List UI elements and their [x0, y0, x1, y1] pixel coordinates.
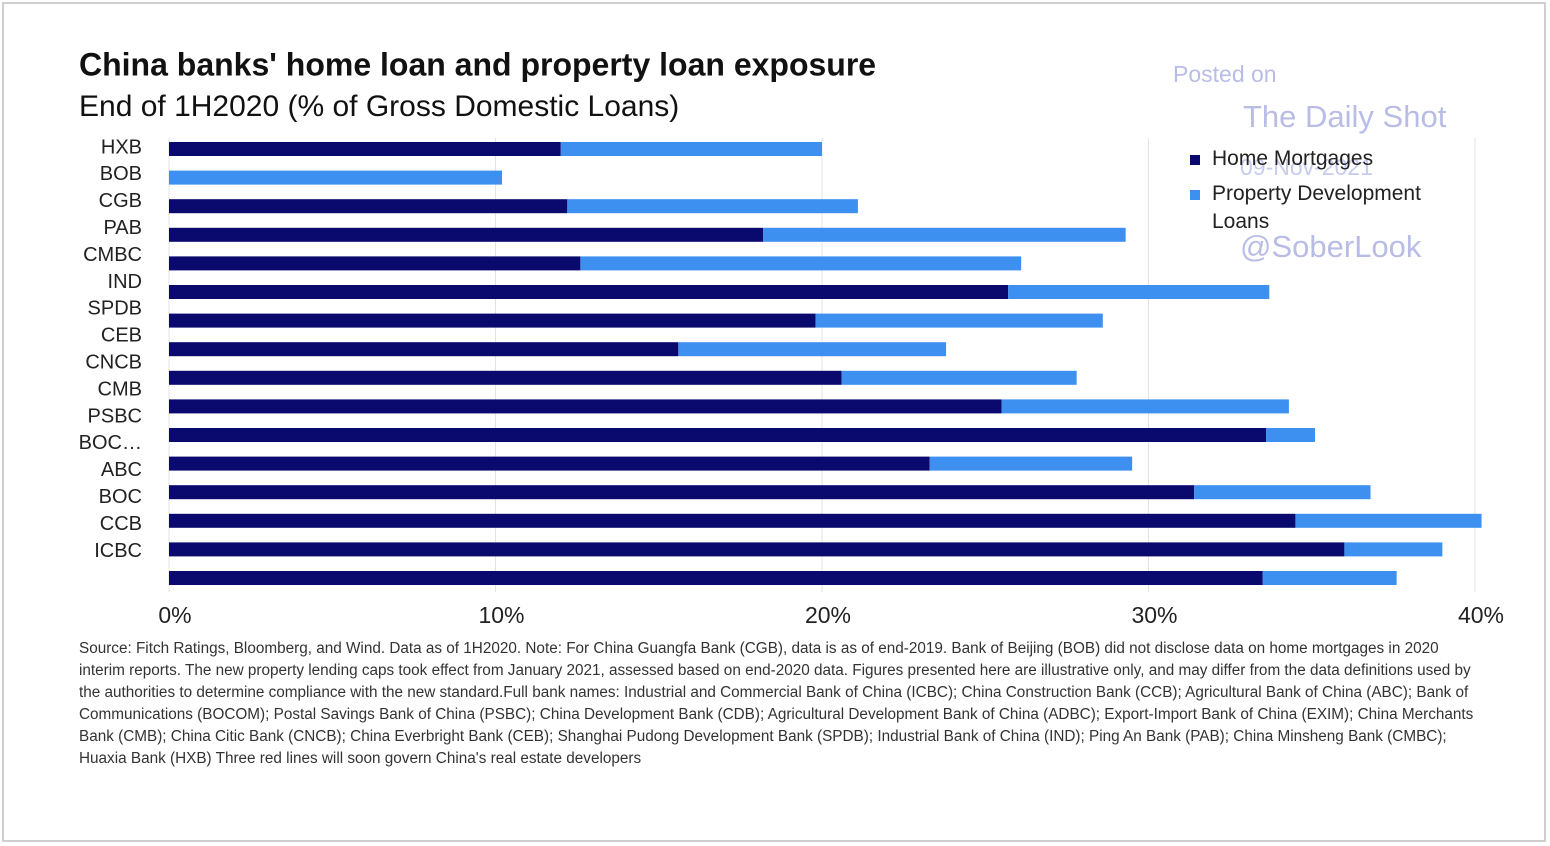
watermark: The Daily Shot [1243, 99, 1447, 134]
bar-segment [169, 456, 930, 471]
bar-segment [169, 399, 1002, 414]
legend: Home Mortgages Property Development Loans [1190, 145, 1460, 236]
legend-label: Property Development Loans [1212, 182, 1421, 233]
legend-item: Property Development Loans [1190, 180, 1460, 236]
bar-segment [169, 513, 1296, 528]
bar-segment [1344, 542, 1443, 557]
bar-segment [580, 256, 1022, 271]
y-tick-label: BOC… [79, 432, 142, 454]
y-tick-label: PSBC [88, 405, 142, 427]
bar-segment [815, 313, 1103, 328]
bar-segment [763, 227, 1126, 242]
bar-segment [1262, 571, 1397, 585]
y-tick-label: CGB [99, 190, 142, 212]
bar-segment [169, 342, 679, 357]
y-tick-label: BOC [99, 486, 142, 508]
bar-segment [841, 370, 1077, 385]
x-tick-label: 40% [1458, 602, 1504, 628]
y-tick-label: CEB [101, 325, 142, 347]
bar-segment [1194, 485, 1371, 500]
y-tick-label: CNCB [85, 351, 142, 373]
bar-segment [1001, 399, 1289, 414]
bar-segment [169, 285, 1009, 299]
x-tick-label: 20% [805, 602, 851, 628]
legend-label: Home Mortgages [1212, 147, 1374, 170]
y-tick-label: CMB [98, 378, 142, 400]
bar-segment [1295, 513, 1482, 528]
x-tick-label: 10% [478, 602, 524, 628]
bar-segment [169, 485, 1195, 500]
bar-segment [169, 542, 1345, 557]
chart-subtitle: End of 1H2020 (% of Gross Domestic Loans… [79, 90, 679, 123]
y-tick-label: HXB [101, 136, 142, 158]
bar-segment [169, 370, 842, 385]
legend-swatch [1190, 190, 1200, 200]
bar-segment [169, 571, 1263, 585]
watermark: @SoberLook [1240, 229, 1422, 264]
y-tick-label: CMBC [83, 244, 142, 266]
y-tick-label: PAB [103, 217, 142, 239]
watermark: 09-Nov-2021 [1240, 154, 1373, 180]
bar-segment [560, 142, 822, 156]
bar-segment [929, 456, 1133, 471]
bar-segment [169, 142, 561, 156]
bar-segment [169, 313, 816, 328]
x-tick-label: 0% [158, 602, 191, 628]
y-tick-label: SPDB [88, 298, 142, 320]
bar-segment [169, 170, 503, 185]
y-tick-label: ICBC [94, 540, 142, 562]
bar-segment [1266, 428, 1316, 442]
bar-segment [169, 256, 581, 271]
y-tick-label: CCB [100, 513, 142, 535]
y-tick-label: ABC [101, 459, 142, 481]
chart-title: China banks' home loan and property loan… [79, 46, 876, 82]
legend-item: Home Mortgages [1190, 145, 1460, 173]
bar-segment [1008, 285, 1270, 299]
legend-swatch [1190, 155, 1200, 165]
y-tick-label: BOB [100, 163, 142, 185]
bar-segment [169, 227, 764, 242]
bar-segment [567, 199, 858, 214]
source-note: Source: Fitch Ratings, Bloomberg, and Wi… [79, 640, 1474, 767]
bar-segment [169, 428, 1267, 442]
x-tick-label: 30% [1131, 602, 1177, 628]
bar-segment [678, 342, 947, 357]
bar-segment [169, 199, 568, 214]
watermark: Posted on [1173, 61, 1277, 87]
y-tick-label: IND [108, 271, 142, 293]
